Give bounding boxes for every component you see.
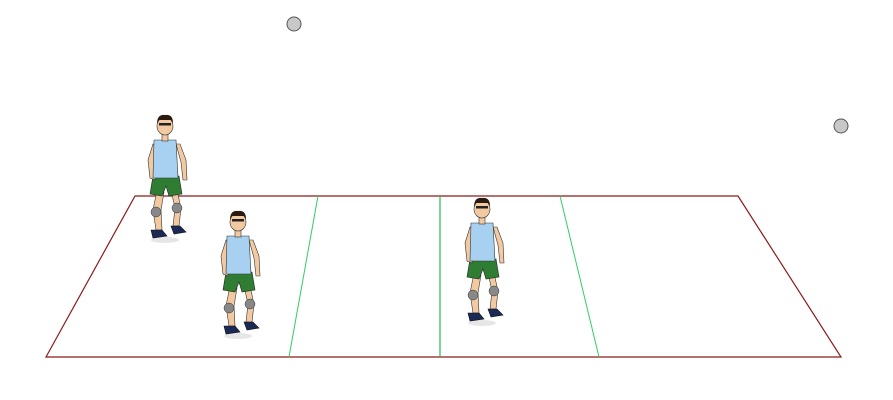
player-icon[interactable] (147, 114, 188, 244)
attack-line-right (559, 195, 600, 358)
attack-line-left (288, 195, 319, 358)
ball-icon[interactable] (286, 16, 302, 32)
player-icon[interactable] (464, 197, 505, 327)
court-outline (44, 195, 843, 358)
ball-icon[interactable] (833, 118, 849, 134)
player-icon[interactable] (220, 210, 261, 340)
